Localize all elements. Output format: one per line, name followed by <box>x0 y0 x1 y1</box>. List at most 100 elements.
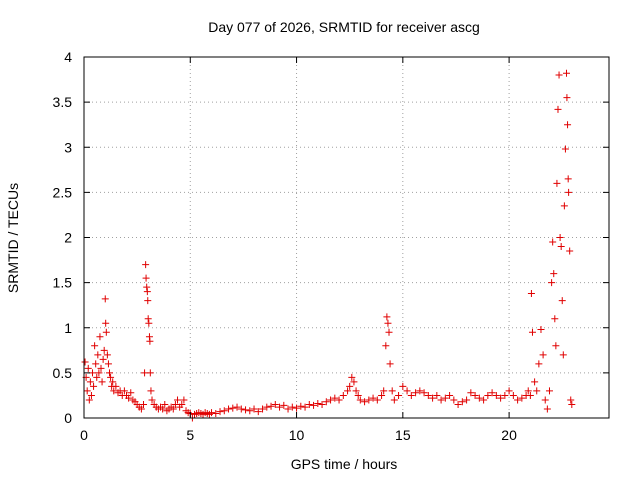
data-point <box>565 188 573 196</box>
data-point <box>356 396 364 404</box>
y-tick-label: 1.5 <box>53 275 73 291</box>
tick-marks <box>83 56 609 419</box>
data-point <box>276 403 284 411</box>
data-point <box>348 373 356 381</box>
data-point <box>147 387 155 395</box>
x-tick-labels: 0 5 10 15 20 <box>80 427 517 443</box>
data-point <box>437 396 445 404</box>
data-point <box>233 403 241 411</box>
data-point <box>96 333 104 341</box>
x-tick-label: 15 <box>395 427 411 443</box>
data-point <box>159 405 167 413</box>
data-point <box>344 387 352 395</box>
data-point <box>420 389 428 397</box>
data-point <box>331 394 339 402</box>
data-point <box>99 355 107 363</box>
data-point <box>84 364 92 372</box>
data-point <box>566 247 574 255</box>
x-tick-label: 0 <box>80 427 88 443</box>
data-point <box>327 396 335 404</box>
data-point <box>441 394 449 402</box>
data-point <box>480 396 488 404</box>
data-point <box>237 405 245 413</box>
data-point <box>144 315 152 323</box>
data-point <box>433 391 441 399</box>
data-point <box>284 405 292 413</box>
data-point <box>305 400 313 408</box>
data-point <box>509 391 517 399</box>
data-point <box>554 105 562 113</box>
data-point <box>553 179 561 187</box>
x-tick-label: 5 <box>186 427 194 443</box>
data-point <box>102 319 110 327</box>
data-point <box>110 387 118 395</box>
data-point <box>528 328 536 336</box>
data-point <box>322 398 330 406</box>
data-point <box>555 71 563 79</box>
y-axis-label: SRMTID / TECUs <box>5 183 21 293</box>
data-point <box>386 360 394 368</box>
data-point <box>380 387 388 395</box>
data-point <box>492 391 500 399</box>
x-tick-label: 10 <box>289 427 305 443</box>
data-point <box>102 328 110 336</box>
data-point <box>86 378 94 386</box>
data-point <box>388 387 396 395</box>
data-point <box>484 391 492 399</box>
data-point <box>552 342 560 350</box>
data-point <box>98 378 106 386</box>
data-point <box>563 94 571 102</box>
data-point <box>399 382 407 390</box>
data-point <box>373 396 381 404</box>
plot-frame <box>83 56 610 419</box>
data-point <box>143 283 151 291</box>
data-point <box>178 400 186 408</box>
data-point <box>271 400 279 408</box>
data-point <box>475 394 483 402</box>
data-point <box>545 387 553 395</box>
data-point <box>140 400 148 408</box>
data-point <box>535 360 543 368</box>
data-point <box>533 387 541 395</box>
data-point <box>120 387 128 395</box>
chart-title: Day 077 of 2026, SRMTID for receiver asc… <box>208 19 480 35</box>
data-point <box>144 297 152 305</box>
data-point <box>346 382 354 390</box>
data-point <box>106 369 114 377</box>
data-point <box>318 400 326 408</box>
y-tick-label: 2 <box>64 230 72 246</box>
data-point <box>454 400 462 408</box>
data-point <box>335 396 343 404</box>
data-point <box>361 398 369 406</box>
x-tick-label: 20 <box>501 427 517 443</box>
data-point <box>543 405 551 413</box>
data-point <box>467 389 475 397</box>
data-point <box>97 364 105 372</box>
data-point <box>83 387 91 395</box>
data-point <box>463 396 471 404</box>
data-point <box>148 396 156 404</box>
data-point <box>531 378 539 386</box>
data-point <box>125 394 133 402</box>
data-point <box>246 407 254 415</box>
data-point <box>146 369 154 377</box>
data-point <box>424 391 432 399</box>
data-point <box>403 387 411 395</box>
data-point <box>112 382 120 390</box>
data-point <box>527 289 535 297</box>
grid-layer <box>84 57 609 418</box>
data-point <box>137 405 145 413</box>
data-point <box>559 351 567 359</box>
data-point <box>146 337 154 345</box>
data-point <box>548 279 556 287</box>
data-point <box>564 175 572 183</box>
y-tick-label: 2.5 <box>53 184 73 200</box>
data-point <box>107 373 115 381</box>
data-point <box>81 358 89 366</box>
data-point <box>369 394 377 402</box>
data-point <box>314 400 322 408</box>
data-point <box>229 404 237 412</box>
x-axis-label: GPS time / hours <box>291 456 398 472</box>
data-point <box>301 403 309 411</box>
